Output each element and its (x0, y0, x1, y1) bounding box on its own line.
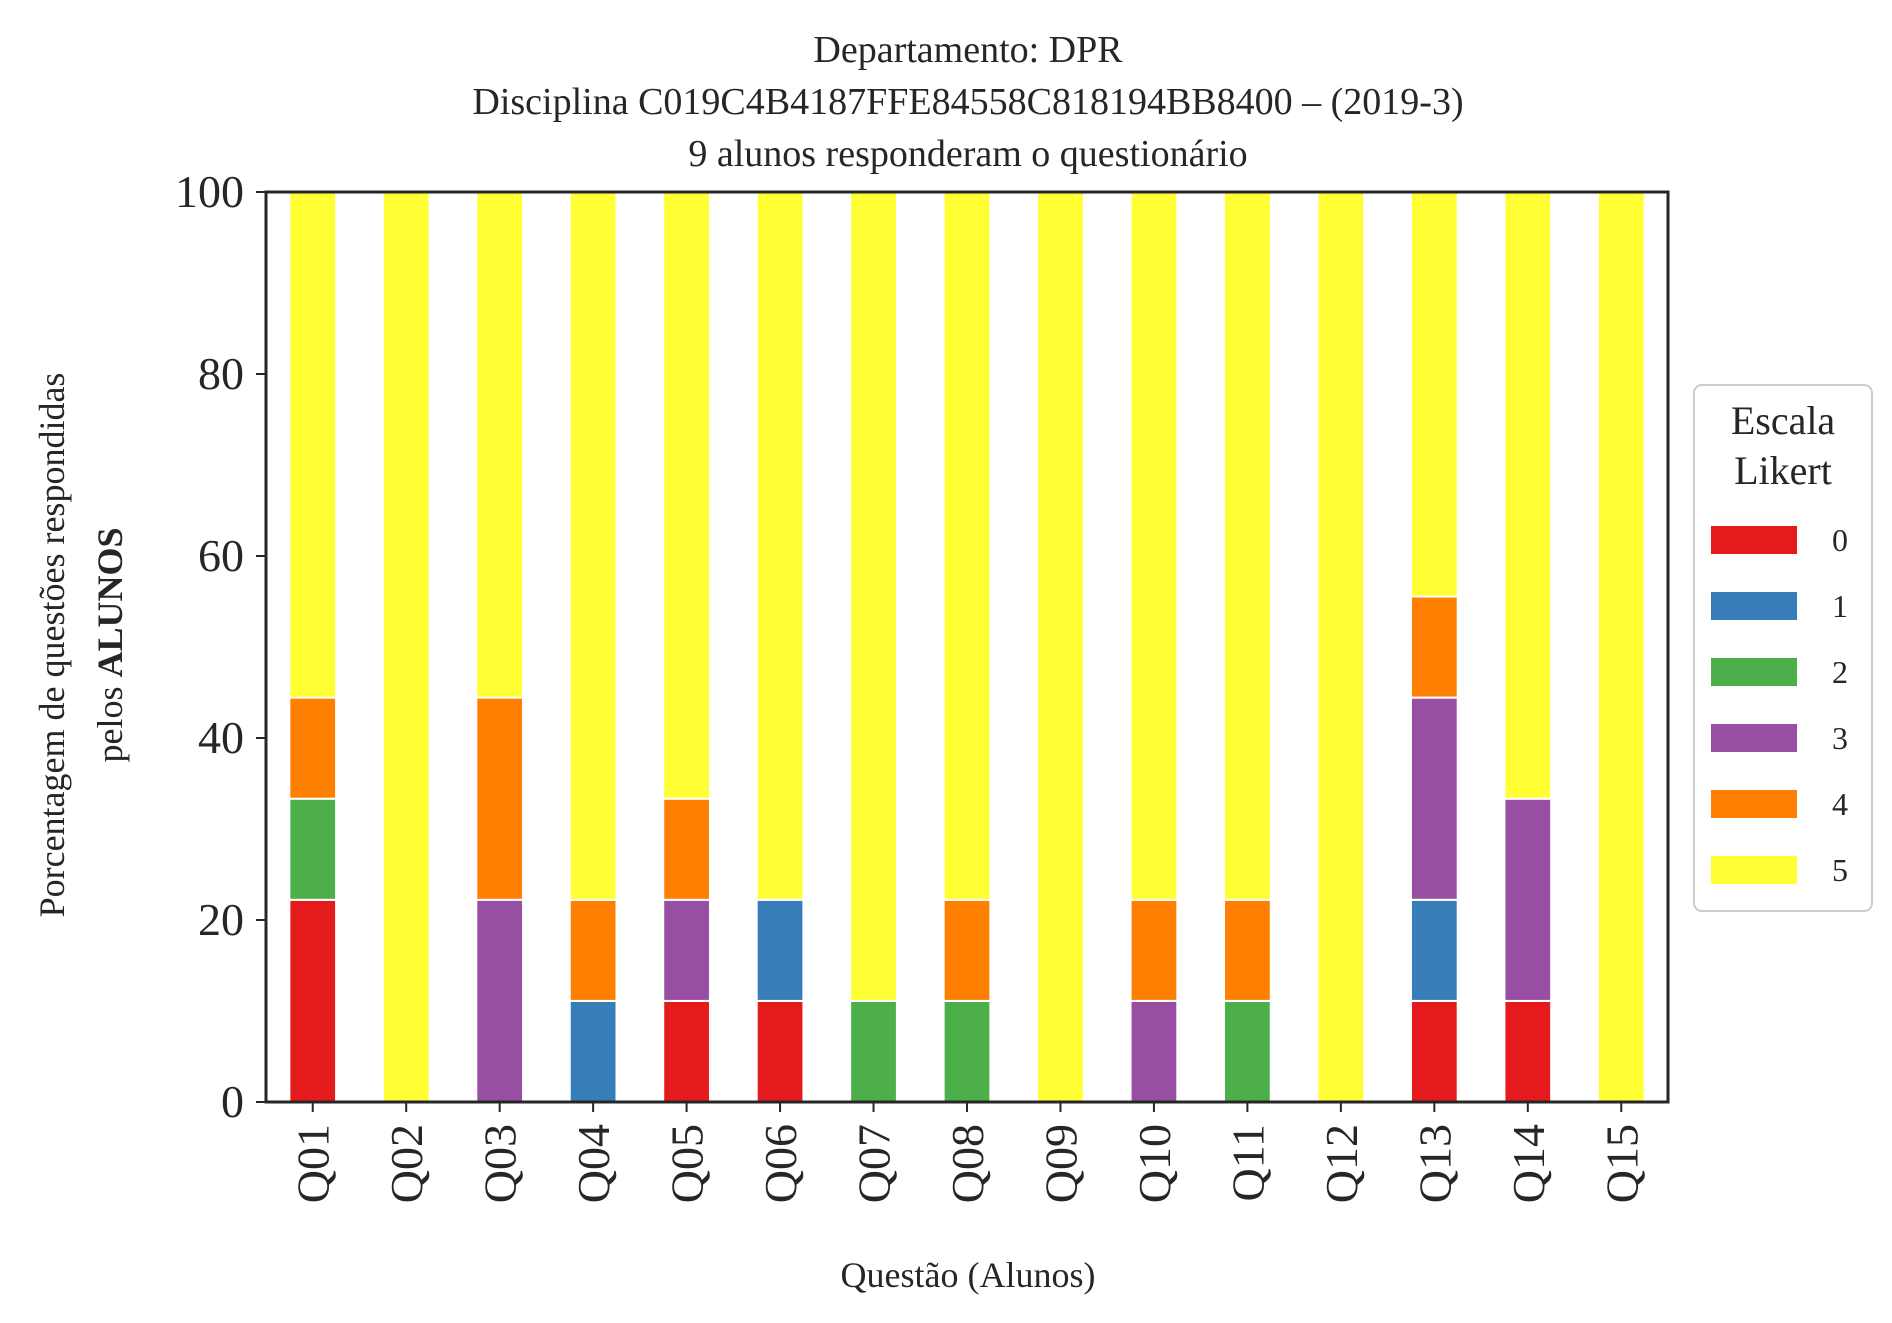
bar-Q11-level-5 (1223, 191, 1272, 901)
bar-Q05-level-0 (662, 999, 711, 1103)
x-tick-label-Q05: Q05 (662, 1124, 713, 1203)
legend-swatch-2 (1711, 658, 1797, 686)
bar-Q06-level-1 (755, 898, 805, 1002)
x-tick-label-Q04: Q04 (568, 1124, 619, 1203)
x-tick-label-Q11: Q11 (1222, 1124, 1273, 1202)
x-tick-label-Q09: Q09 (1035, 1124, 1086, 1203)
x-tick-label-Q15: Q15 (1596, 1124, 1647, 1203)
bar-Q04-level-1 (568, 999, 618, 1103)
bar-Q04-level-5 (568, 191, 618, 901)
bars-group (288, 191, 1646, 1103)
y-tick-label: 60 (198, 530, 244, 581)
y-axis-label-line-1: Porcentagem de questões respondidas (32, 373, 72, 918)
y-axis-label-line-2: pelos ALUNOS (90, 527, 130, 762)
bar-Q06-level-5 (755, 191, 805, 901)
bar-Q06-level-0 (755, 999, 805, 1103)
bar-Q10-level-3 (1129, 999, 1179, 1103)
y-axis-label-bold: ALUNOS (90, 527, 130, 677)
bar-Q11-level-2 (1223, 999, 1272, 1103)
bar-Q04-level-4 (568, 898, 618, 1002)
legend-title-line-2: Likert (1734, 448, 1832, 493)
bar-Q03-level-5 (475, 191, 525, 699)
bar-Q14-level-5 (1503, 191, 1553, 800)
x-tick-label-Q12: Q12 (1316, 1124, 1367, 1203)
bar-Q05-level-5 (662, 191, 711, 800)
title-line-1: Departamento: DPR (813, 29, 1123, 71)
x-tick-label-Q13: Q13 (1409, 1124, 1460, 1203)
x-axis-ticks: Q01 Q02 Q03 Q04 Q05 Q06 Q07 Q08 Q09 Q10 Q11 Q12 Q13 Q… (288, 1102, 1647, 1203)
y-tick-label: 20 (198, 894, 244, 945)
legend-label-4: 4 (1832, 786, 1848, 822)
legend: Escala Likert 0 1 2 3 4 5 (1693, 384, 1873, 912)
legend-title-line-1: Escala (1731, 398, 1836, 443)
legend-label-2: 2 (1832, 654, 1848, 690)
legend-label-1: 1 (1832, 588, 1848, 624)
chart-title: Departamento: DPR Disciplina C019C4B4187… (472, 29, 1463, 175)
bar-Q03-level-4 (475, 696, 525, 901)
x-tick-label-Q02: Q02 (381, 1124, 432, 1203)
bar-Q01-level-4 (288, 696, 338, 800)
bar-Q13-level-0 (1409, 999, 1459, 1103)
bar-Q09-level-5 (1036, 191, 1085, 1103)
title-line-2: Disciplina C019C4B4187FFE84558C818194BB8… (472, 81, 1463, 123)
x-tick-label-Q01: Q01 (288, 1124, 339, 1203)
legend-swatch-5 (1711, 856, 1797, 884)
legend-label-0: 0 (1832, 522, 1848, 558)
y-axis-ticks: 0 20 40 60 80 100 (175, 166, 266, 1127)
legend-items: 0 1 2 3 4 5 (1711, 522, 1848, 888)
legend-label-3: 3 (1832, 720, 1848, 756)
bar-Q14-level-0 (1503, 999, 1553, 1103)
y-tick-label: 0 (221, 1076, 244, 1127)
bar-Q11-level-4 (1223, 898, 1272, 1002)
x-tick-label-Q08: Q08 (942, 1124, 993, 1203)
y-tick-label: 40 (198, 712, 244, 763)
bar-Q05-level-3 (662, 898, 711, 1002)
x-tick-label-Q10: Q10 (1129, 1124, 1180, 1203)
legend-swatch-3 (1711, 724, 1797, 752)
bar-Q01-level-0 (288, 898, 338, 1103)
bar-Q10-level-4 (1129, 898, 1179, 1002)
x-axis-label: Questão (Alunos) (841, 1255, 1096, 1295)
y-axis-label-prefix: pelos (90, 678, 130, 763)
bar-Q05-level-4 (662, 797, 711, 901)
bar-Q12-level-5 (1316, 191, 1366, 1103)
legend-frame (1693, 384, 1873, 912)
y-tick-label: 100 (175, 166, 244, 217)
bar-Q14-level-3 (1503, 797, 1553, 1002)
bar-Q08-level-2 (942, 999, 992, 1103)
legend-swatch-0 (1711, 526, 1797, 554)
x-tick-label-Q14: Q14 (1503, 1124, 1554, 1203)
y-axis-label: Porcentagem de questões respondidas pelo… (32, 373, 130, 918)
bar-Q13-level-5 (1409, 191, 1459, 598)
bar-Q02-level-5 (381, 191, 431, 1103)
x-tick-label-Q06: Q06 (755, 1124, 806, 1203)
legend-swatch-1 (1711, 592, 1797, 620)
bar-Q10-level-5 (1129, 191, 1179, 901)
legend-swatch-4 (1711, 790, 1797, 818)
y-tick-label: 80 (198, 348, 244, 399)
title-line-3: 9 alunos responderam o questionário (688, 133, 1247, 175)
bar-Q13-level-1 (1409, 898, 1459, 1002)
bar-Q08-level-5 (942, 191, 992, 901)
bar-Q13-level-4 (1409, 595, 1459, 699)
bar-Q15-level-5 (1596, 191, 1646, 1103)
x-tick-label-Q03: Q03 (475, 1124, 526, 1203)
legend-label-5: 5 (1832, 852, 1848, 888)
bar-Q01-level-2 (288, 797, 338, 901)
bar-Q13-level-3 (1409, 696, 1459, 901)
bar-Q07-level-5 (849, 191, 898, 1002)
bar-Q03-level-3 (475, 898, 525, 1103)
bar-Q08-level-4 (942, 898, 992, 1002)
x-tick-label-Q07: Q07 (849, 1124, 900, 1203)
bar-Q01-level-5 (288, 191, 338, 699)
bar-Q07-level-2 (849, 999, 898, 1103)
